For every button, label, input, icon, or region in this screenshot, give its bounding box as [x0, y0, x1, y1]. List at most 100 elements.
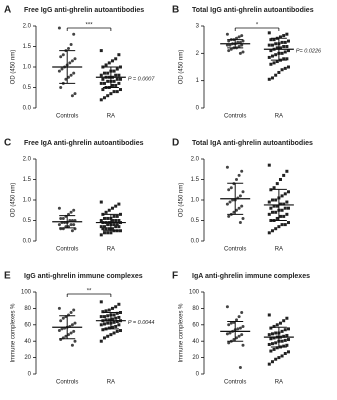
data-point — [267, 333, 271, 337]
data-point — [64, 77, 68, 81]
data-point — [229, 186, 233, 190]
data-point — [106, 231, 110, 235]
data-point — [225, 305, 229, 309]
data-point — [283, 352, 287, 355]
data-point — [269, 38, 273, 42]
data-point — [269, 62, 273, 66]
panel-letter: C — [4, 138, 11, 149]
data-point — [107, 308, 111, 312]
data-point — [57, 26, 61, 30]
data-point — [269, 349, 273, 353]
x-tick-label: Controls — [224, 114, 246, 120]
data-point — [285, 57, 289, 61]
y-tick-label: 0.5 — [23, 218, 32, 224]
data-point — [112, 313, 116, 317]
data-point — [270, 342, 274, 346]
panel-title: Free IgG anti-ghrelin autoantibodies — [24, 7, 144, 14]
data-point — [73, 339, 77, 343]
data-point — [117, 81, 121, 85]
data-point — [285, 333, 289, 337]
data-point — [235, 178, 238, 181]
data-point — [118, 229, 122, 233]
data-point — [267, 31, 271, 35]
y-tick-label: 60 — [24, 322, 31, 328]
data-point — [267, 43, 271, 47]
data-point — [118, 77, 122, 81]
data-point — [67, 47, 70, 51]
data-point — [277, 225, 281, 229]
data-point — [285, 212, 289, 216]
y-tick-label: 1.0 — [23, 65, 32, 71]
data-point — [238, 326, 242, 330]
y-tick-label: 40 — [192, 339, 199, 345]
y-tick-label: 40 — [24, 339, 31, 345]
data-point — [61, 53, 65, 57]
data-point — [237, 173, 241, 177]
data-point — [68, 61, 72, 65]
data-point — [275, 216, 279, 220]
data-point — [70, 59, 74, 63]
data-point — [286, 338, 290, 342]
data-point — [114, 225, 118, 229]
data-point — [275, 204, 279, 208]
data-point — [118, 88, 122, 92]
data-point — [280, 40, 284, 44]
data-point — [282, 45, 286, 48]
data-point — [112, 69, 116, 73]
y-tick-label: 0 — [196, 106, 200, 112]
y-tick-label: 20 — [24, 355, 31, 361]
data-point — [57, 223, 61, 227]
data-point — [278, 178, 282, 181]
data-point — [278, 321, 282, 325]
data-point — [73, 57, 77, 61]
panel-letter: A — [4, 5, 11, 16]
panel-title: Total IgG anti-ghrelin autoantibodies — [192, 7, 314, 14]
data-point — [117, 323, 121, 327]
data-point — [269, 337, 273, 341]
data-point — [118, 212, 122, 216]
y-tick-label: 1 — [196, 78, 200, 84]
data-point — [110, 317, 114, 321]
data-point — [286, 190, 290, 194]
data-point — [102, 71, 106, 75]
data-point — [282, 34, 286, 38]
data-point — [106, 216, 110, 220]
data-point — [118, 65, 122, 69]
data-point — [225, 43, 229, 47]
data-point — [237, 35, 241, 39]
data-point — [228, 43, 232, 47]
data-point — [99, 73, 103, 77]
data-point — [69, 42, 73, 46]
data-point — [57, 306, 61, 310]
data-point — [283, 206, 287, 210]
p-value: P= 0.0226 — [296, 49, 322, 55]
data-point — [227, 323, 231, 327]
data-point — [267, 200, 271, 204]
data-point — [277, 70, 281, 74]
data-point — [280, 329, 284, 333]
data-point — [235, 208, 238, 212]
data-point — [64, 334, 68, 338]
data-point — [73, 92, 77, 96]
data-point — [70, 323, 74, 327]
x-tick-label: RA — [107, 380, 115, 386]
data-point — [110, 306, 114, 310]
data-point — [274, 53, 278, 57]
data-point — [274, 341, 278, 345]
data-point — [283, 66, 287, 70]
data-point — [237, 334, 241, 338]
data-point — [240, 43, 244, 47]
data-point — [285, 316, 289, 320]
data-point — [285, 200, 289, 204]
data-point — [104, 309, 108, 313]
data-point — [117, 315, 121, 319]
data-point — [115, 77, 119, 81]
data-point — [115, 320, 119, 324]
data-point — [106, 71, 110, 75]
data-point — [267, 362, 271, 366]
data-point — [272, 186, 276, 190]
y-tick-label: 100 — [21, 290, 32, 296]
data-point — [73, 321, 77, 325]
data-point — [272, 324, 276, 328]
data-point — [238, 221, 242, 225]
